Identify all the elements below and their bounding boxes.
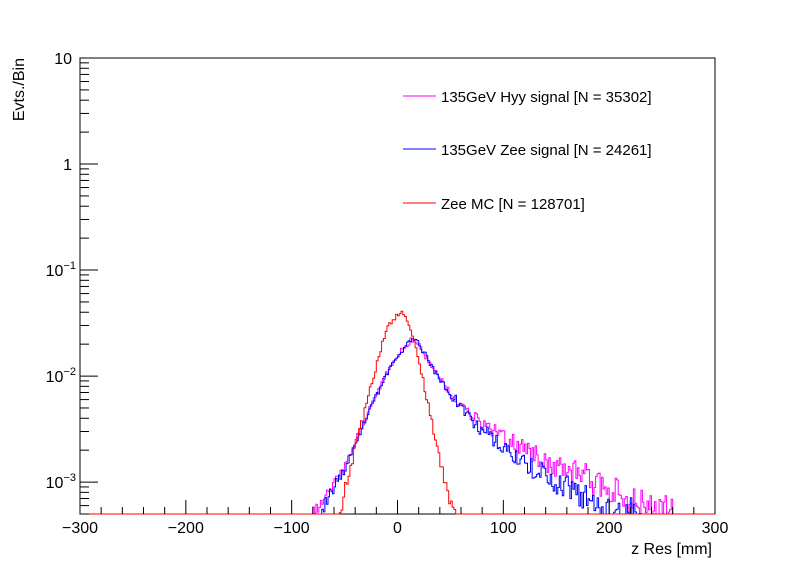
x-tick-label: −300 <box>62 520 98 537</box>
plot-frame <box>79 57 716 515</box>
x-tick-label: −200 <box>168 520 204 537</box>
y-tick-label: 10−2 <box>46 366 76 386</box>
legend-entry-1: 135GeV Hyy signal [N = 35302] <box>441 89 652 106</box>
x-tick-label: 300 <box>702 520 729 537</box>
plot-frame-layer <box>79 57 716 515</box>
axes: −300 −200 −100 0 100 200 300 10 1 10−1 10−2 10−3 <box>46 51 729 537</box>
x-tick-label: −100 <box>274 520 310 537</box>
series-line-2 <box>80 338 715 515</box>
x-tick-label: 200 <box>596 520 623 537</box>
y-tick-label: 10 <box>54 51 72 68</box>
x-tick-label: 0 <box>393 520 402 537</box>
legend-entry-2: 135GeV Zee signal [N = 24261] <box>441 142 652 159</box>
y-tick-label: 1 <box>63 157 72 174</box>
x-axis-label: z Res [mm] <box>631 541 712 558</box>
series-curves <box>80 310 715 515</box>
x-tick-label: 100 <box>490 520 517 537</box>
y-tick-label: 10−3 <box>46 472 76 492</box>
y-axis-label: Evts./Bin <box>11 58 28 121</box>
series-line-3 <box>80 310 715 515</box>
series-line-1 <box>80 337 715 515</box>
legend: 135GeV Hyy signal [N = 35302] 135GeV Zee … <box>403 89 652 213</box>
legend-entry-3: Zee MC [N = 128701] <box>441 196 585 213</box>
y-tick-label: 10−1 <box>46 260 76 280</box>
